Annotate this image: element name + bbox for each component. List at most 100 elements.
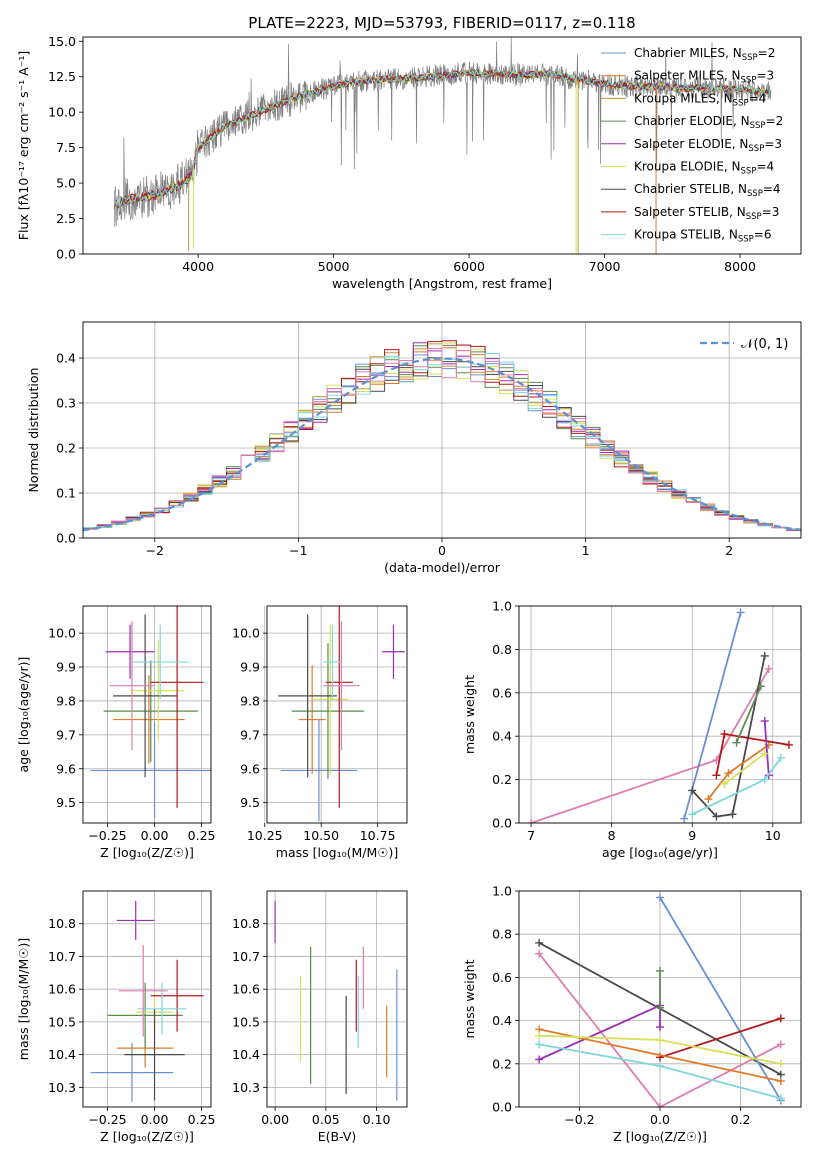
axes-residual-histogram: −2 −1 0 1 2 0.0 0.1 0.2 0.3 0.4 (data-model)/error… (26, 321, 802, 575)
y-tick-label: 15.0 (48, 34, 76, 49)
legend-entry-label: Chabrier MILES, NSSP=2 (634, 46, 775, 63)
y-tick-label: 10.7 (48, 949, 76, 964)
legend-label-tail: =4 (763, 182, 781, 196)
y-tick-label: 9.6 (240, 761, 260, 776)
legend-label-tail: =2 (766, 114, 784, 128)
legend-label-sub: SSP (738, 235, 754, 245)
axes-frame (82, 605, 212, 824)
plot-area (90, 900, 204, 1103)
y-tick-label: 10.6 (48, 982, 76, 997)
x-tick-label: −0.25 (88, 1112, 126, 1127)
legend-label-main: Salpeter STELIB, N (634, 205, 746, 219)
x-tick-label: 8 (608, 828, 616, 843)
y-tick-label: 0.4 (56, 351, 76, 366)
legend-label-main: Chabrier ELODIE, N (634, 114, 750, 128)
y-axis-label: mass weight (462, 675, 477, 754)
mass-weight-line (538, 953, 782, 1107)
y-axis-label: mass [log₁₀(M/M☉)] (16, 938, 31, 1060)
axes-frame (266, 605, 408, 824)
x-axis-label: E(B-V) (318, 1129, 357, 1144)
mass-weight-line (659, 897, 782, 1101)
x-tick-label: 5000 (318, 259, 350, 274)
y-tick-label: 0.4 (492, 1013, 512, 1028)
y-tick-label: 0.2 (56, 441, 76, 456)
mass-weight-line (530, 668, 770, 823)
y-tick-label: 9.7 (56, 727, 76, 742)
histogram-legend-label: 𝒩(0, 1) (741, 337, 788, 352)
legend-label-main: Salpeter MILES, N (634, 69, 741, 83)
y-tick-label: 2.5 (56, 211, 76, 226)
x-tick-label: 8000 (724, 259, 756, 274)
axes-spectrum: 4000 5000 6000 7000 8000 0.0 2.5 5.0 7.5 10.0 12.5… (16, 34, 802, 291)
legend-label-main: Kroupa ELODIE, N (634, 160, 741, 174)
y-tick-label: 0.0 (56, 247, 76, 262)
legend-label-sub: SSP (733, 98, 749, 108)
y-tick-label: 0.6 (492, 970, 512, 985)
legend-entry-label: Chabrier ELODIE, NSSP=2 (634, 114, 783, 131)
y-tick-label: 10.6 (232, 982, 260, 997)
y-tick-label: 9.6 (56, 761, 76, 776)
x-axis-label: Z [log₁₀(Z/Z☉)] (613, 1129, 707, 1144)
axes-mass-weight-vs-age: 7 8 9 10 0.0 0.2 0.4 0.6 0.8 1.0 age [log₁₀(age/yr… (462, 599, 802, 860)
y-tick-label: 0.6 (492, 685, 512, 700)
plot-area (90, 606, 211, 818)
data-spectrum-line (113, 37, 772, 228)
legend-label-tail: =2 (758, 46, 776, 60)
legend-label-sub: SSP (750, 121, 766, 131)
y-axis-label: mass weight (462, 959, 477, 1038)
legend-label-tail: =3 (762, 205, 780, 219)
y-axis-label: Flux [fλ10⁻¹⁷ erg cm⁻² s⁻¹ A⁻¹] (16, 51, 31, 240)
y-axis-label: age [log₁₀(age/yr)] (16, 657, 31, 773)
x-tick-label: 0.25 (188, 1112, 216, 1127)
axes-frame (518, 605, 802, 824)
y-tick-label: 12.5 (48, 69, 76, 84)
legend-label-main: Kroupa STELIB, N (634, 228, 738, 242)
normal-curve (83, 357, 801, 532)
x-tick-label: 0.25 (188, 828, 216, 843)
y-tick-label: 9.9 (240, 660, 260, 675)
x-tick-label: 0.10 (363, 1112, 391, 1127)
x-tick-label: 0.05 (312, 1112, 340, 1127)
y-tick-label: 10.8 (48, 916, 76, 931)
x-axis-label: (data-model)/error (384, 560, 501, 575)
y-tick-label: 0.0 (492, 1100, 512, 1115)
x-tick-label: 6000 (453, 259, 485, 274)
x-tick-label: 2 (725, 543, 733, 558)
legend-label-sub: SSP (746, 212, 762, 222)
legend-entry-label: Kroupa MILES, NSSP=4 (634, 91, 766, 108)
mass-weight-line (659, 1017, 782, 1059)
x-tick-label: 0.2 (731, 1112, 751, 1127)
x-tick-label: 7 (527, 828, 535, 843)
axes-age-vs-mass: 10.25 10.50 10.75 9.5 9.6 9.7 9.8 9.9 10.0 mass [… (232, 605, 408, 860)
plot-area (527, 608, 793, 823)
y-tick-label: 10.7 (232, 949, 260, 964)
y-tick-label: 10.0 (48, 105, 76, 120)
legend-label-main: Chabrier STELIB, N (634, 182, 747, 196)
y-tick-label: 10.4 (48, 1047, 76, 1062)
legend-label-main: Kroupa MILES, N (634, 91, 733, 105)
x-tick-label: 10.25 (247, 828, 283, 843)
x-tick-label: −0.25 (88, 828, 126, 843)
histogram-step (83, 348, 801, 538)
legend-label-main: Salpeter ELODIE, N (634, 137, 748, 151)
y-tick-label: 7.5 (56, 140, 76, 155)
y-tick-label: 9.5 (240, 795, 260, 810)
figure-title: PLATE=2223, MJD=53793, FIBERID=0117, z=0… (248, 14, 635, 32)
plot-area (113, 37, 772, 254)
y-tick-label: 0.0 (56, 531, 76, 546)
legend-label-tail: =3 (764, 137, 782, 151)
x-tick-label: 10 (765, 828, 781, 843)
y-tick-label: 10.3 (48, 1080, 76, 1095)
x-tick-label: 0.0 (650, 1112, 670, 1127)
x-tick-label: 1 (582, 543, 590, 558)
legend-label-sub: SSP (741, 76, 757, 86)
axes-frame (266, 890, 408, 1108)
y-tick-label: 9.9 (56, 660, 76, 675)
x-tick-label: −2 (146, 543, 164, 558)
plot-area (274, 900, 398, 1101)
axes-age-vs-Z: −0.25 0.00 0.25 9.5 9.6 9.7 9.8 9.9 10.0 Z [log₁₀… (16, 605, 216, 860)
y-tick-label: 5.0 (56, 176, 76, 191)
y-axis-label: Normed distribution (26, 368, 41, 493)
x-tick-label: 0.00 (261, 1112, 289, 1127)
